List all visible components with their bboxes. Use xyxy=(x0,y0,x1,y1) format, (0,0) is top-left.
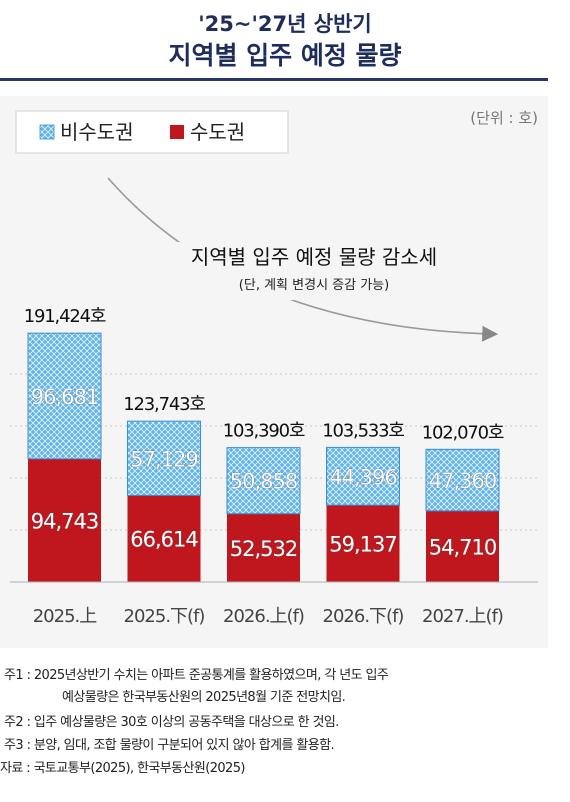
legend-swatch-capital xyxy=(170,125,184,139)
category-label-3: 2026.下(f) xyxy=(323,606,404,627)
footnote-1-continued: 예상물량은 한국부동산원의 2025년8월 기준 전망치임. xyxy=(62,690,346,705)
bar-capital-1 xyxy=(127,495,201,582)
legend-label-capital: 수도권 xyxy=(190,120,245,144)
value-label-capital-4: 54,710 xyxy=(429,535,496,559)
bar-capital-3 xyxy=(326,505,400,582)
chart-title-line2: 지역별 입주 예정 물량 xyxy=(168,41,402,70)
footnote-1: 주1 : 2025년상반기 수치는 아파트 준공통계를 활용하였으며, 각 년도… xyxy=(4,668,389,683)
value-label-non-capital-1: 57,129 xyxy=(130,447,197,471)
footnote-2: 주2 : 입주 예상물량은 30호 이상의 공동주택을 대상으로 한 것임. xyxy=(4,715,339,730)
total-label-1: 123,743호 xyxy=(123,394,205,415)
stacked-bar-chart: 비수도권 수도권 (단위 : 호) 지역별 입주 예정 물량 감소세 (단, 계… xyxy=(10,109,538,627)
legend-swatch-non-capital xyxy=(39,124,55,140)
value-label-non-capital-3: 44,396 xyxy=(329,465,397,489)
chart-area: 비수도권 수도권 (단위 : 호) 지역별 입주 예정 물량 감소세 (단, 계… xyxy=(0,96,548,648)
category-label-4: 2027.上(f) xyxy=(422,606,503,627)
bar-non-capital-3 xyxy=(326,446,400,506)
category-label-1: 2025.下(f) xyxy=(124,606,205,627)
value-label-capital-0: 94,743 xyxy=(31,509,98,533)
source-note: 자료 : 국토교통부(2025), 한국부동산원(2025) xyxy=(0,761,245,776)
value-label-non-capital-4: 47,360 xyxy=(429,469,496,493)
bar-non-capital-0 xyxy=(27,332,102,460)
bar-capital-2 xyxy=(227,513,300,582)
unit-label: (단위 : 호) xyxy=(470,109,538,127)
total-label-2: 103,390호 xyxy=(223,421,305,442)
value-label-non-capital-0: 96,681 xyxy=(31,385,98,409)
legend-box xyxy=(15,110,289,154)
trend-annotation: 지역별 입주 예정 물량 감소세 xyxy=(191,245,437,269)
footnote-3: 주3 : 분양, 임대, 조합 물량이 구분되어 있지 않아 합계를 활용함. xyxy=(4,738,335,753)
bar-non-capital-4 xyxy=(425,448,500,512)
value-label-non-capital-2: 50,858 xyxy=(230,470,297,494)
value-label-capital-2: 52,532 xyxy=(230,537,297,561)
bar-capital-4 xyxy=(426,510,499,582)
value-label-capital-3: 59,137 xyxy=(329,533,396,557)
legend-label-non-capital: 비수도권 xyxy=(60,120,134,144)
category-label-0: 2025.上 xyxy=(33,606,98,627)
value-label-capital-1: 66,614 xyxy=(130,528,198,552)
bar-capital-0 xyxy=(28,458,101,582)
bar-non-capital-1 xyxy=(127,420,201,496)
trend-annotation-note: (단, 계획 변경시 증감 가능) xyxy=(239,278,389,293)
annotation-background xyxy=(152,242,480,300)
total-label-3: 103,533호 xyxy=(322,420,404,441)
chart-title-line1: '25~'27년 상반기 xyxy=(198,12,372,36)
bar-non-capital-2 xyxy=(226,447,301,515)
bars: 94,743 96,681 191,424호 2025.上 66,614 57,129 12… xyxy=(24,306,505,627)
total-label-0: 191,424호 xyxy=(24,306,106,327)
category-label-2: 2026.上(f) xyxy=(223,606,304,627)
total-label-4: 102,070호 xyxy=(422,422,504,443)
title-divider xyxy=(0,78,548,81)
